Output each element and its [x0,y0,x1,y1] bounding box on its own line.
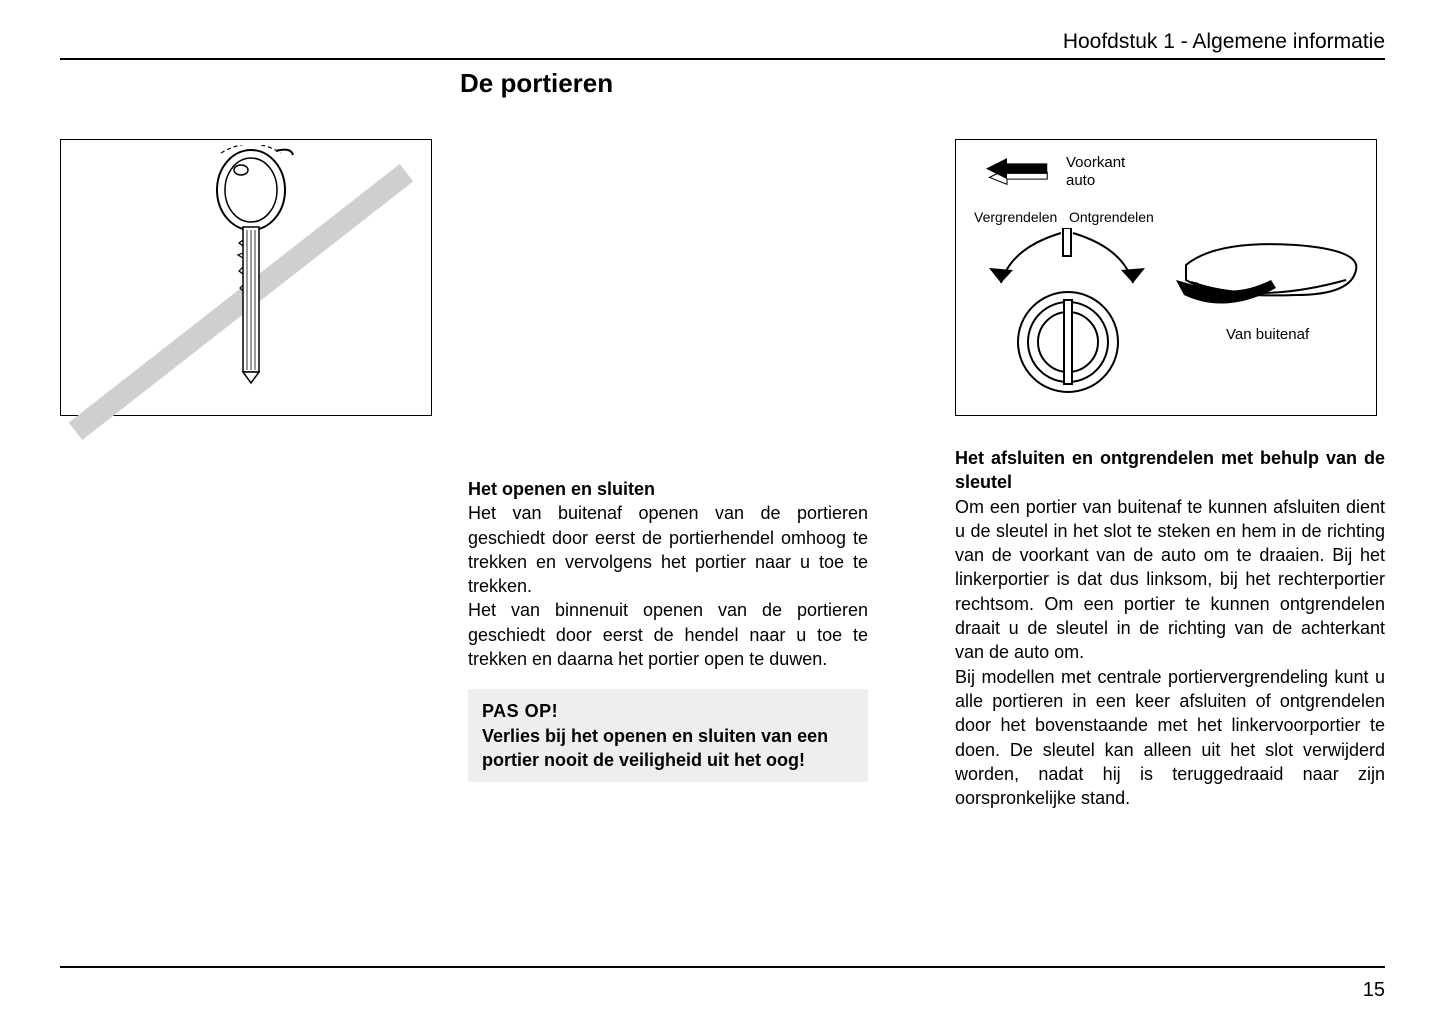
section-heading: Het openen en sluiten [468,479,655,499]
warning-box: PAS OP! Verlies bij het openen en sluite… [468,689,868,782]
body-text: Het openen en sluiten Het van buitenaf o… [468,477,868,671]
front-arrow-icon [986,158,1056,188]
warning-body: Verlies bij het openen en sluiten van ee… [482,724,854,773]
key-icon [181,145,321,405]
lock-direction-labels: Vergrendelen Ontgrendelen [974,208,1154,227]
body-text: Het afsluiten en ontgrendelen met behulp… [955,446,1385,810]
column-2: Het openen en sluiten Het van buitenaf o… [468,139,868,828]
door-handle-icon [1176,240,1366,330]
label-text: Ontgrendelen [1069,209,1154,225]
section-heading: Het afsluiten en ontgrendelen met behulp… [955,448,1385,492]
bottom-divider [60,966,1385,968]
figure-key [60,139,432,416]
content-columns: Het openen en sluiten Het van buitenaf o… [60,139,1385,828]
manual-page: Hoofdstuk 1 - Algemene informatie De por… [0,0,1445,1026]
paragraph: Om een portier van buitenaf te kunnen af… [955,497,1385,663]
label-text: auto [1066,172,1095,189]
label-text: Vergrendelen [974,209,1057,225]
page-title: De portieren [460,68,1385,99]
paragraph: Het van binnenuit openen van de portiere… [468,600,868,669]
label-text: Voorkant [1066,154,1125,171]
top-divider [60,58,1385,60]
lock-cylinder-icon [1016,290,1121,395]
front-label: Voorkant auto [1066,154,1125,190]
paragraph: Het van buitenaf openen van de portieren… [468,503,868,596]
column-3: Voorkant auto Vergrendelen Ontgrendelen [955,139,1385,828]
warning-title: PAS OP! [482,699,854,723]
column-1 [60,139,440,828]
chapter-header: Hoofdstuk 1 - Algemene informatie [60,30,1385,54]
page-number: 15 [1363,979,1385,1002]
figure-lock: Voorkant auto Vergrendelen Ontgrendelen [955,139,1377,416]
outside-label: Van buitenaf [1226,325,1309,345]
paragraph: Bij modellen met centrale portiervergren… [955,667,1385,808]
lock-arrows-icon [981,228,1151,293]
